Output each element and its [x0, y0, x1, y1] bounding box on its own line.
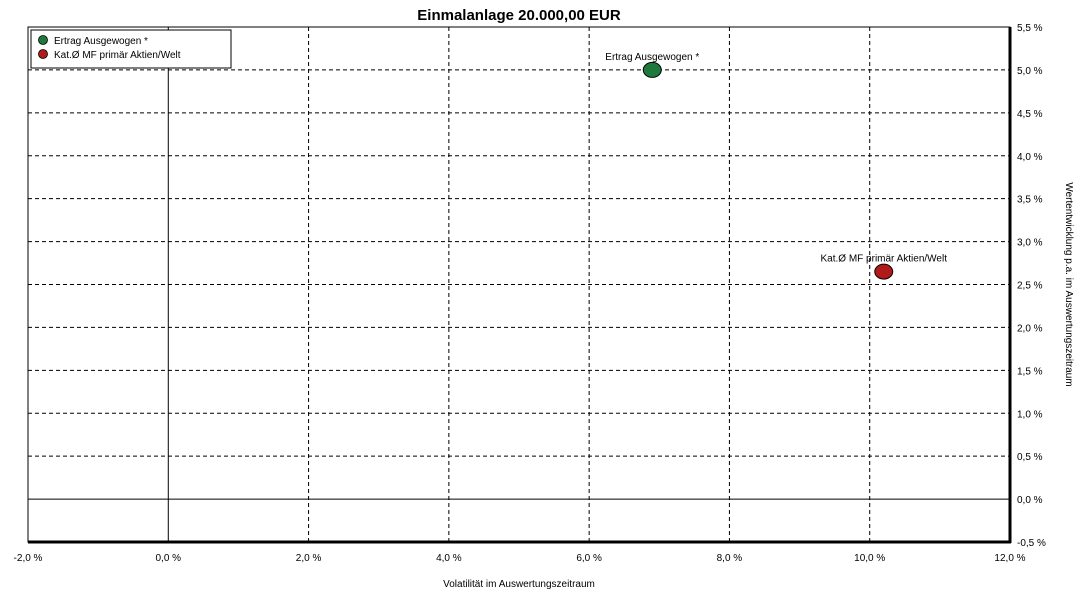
data-points: Ertrag Ausgewogen * Kat.Ø MF primär Aktie… [605, 52, 947, 280]
y-tick-label: 0,5 % [1017, 452, 1043, 463]
x-tick-label: 12,0 % [994, 553, 1025, 564]
x-tick-labels: -2,0 % 0,0 % 2,0 % 4,0 % 6,0 % 8,0 % 10,0 % 12,… [14, 553, 1026, 564]
chart-title: Einmalanlage 20.000,00 EUR [417, 7, 621, 24]
grid-lines [28, 27, 1010, 542]
y-tick-label: 0,0 % [1017, 495, 1043, 506]
y-tick-label: 5,5 % [1017, 23, 1043, 34]
y-tick-label: 1,0 % [1017, 409, 1043, 420]
x-tick-label: 4,0 % [436, 553, 462, 564]
x-tick-label: 2,0 % [296, 553, 322, 564]
x-tick-label: -2,0 % [14, 553, 43, 564]
y-tick-label: 3,5 % [1017, 195, 1043, 206]
legend-marker [38, 35, 48, 45]
legend: Ertrag Ausgewogen * Kat.Ø MF primär Aktie… [30, 29, 232, 69]
y-tick-label: 4,5 % [1017, 109, 1043, 120]
data-point-label: Ertrag Ausgewogen * [605, 52, 699, 63]
y-tick-label: 1,5 % [1017, 366, 1043, 377]
x-tick-label: 8,0 % [717, 553, 743, 564]
data-point [642, 61, 662, 78]
zero-lines [28, 27, 1010, 542]
y-tick-label: 5,0 % [1017, 66, 1043, 77]
y-tick-labels: -0,5 % 0,0 % 0,5 % 1,0 % 1,5 % 2,0 % 2,5 % 3,0 … [1017, 23, 1046, 549]
legend-entry: Ertrag Ausgewogen * [54, 36, 148, 47]
legend-marker [38, 49, 48, 59]
data-point-label: Kat.Ø MF primär Aktien/Welt [820, 254, 947, 265]
x-axis-label: Volatilität im Auswertungszeitraum [443, 579, 595, 590]
x-tick-label: 6,0 % [576, 553, 602, 564]
legend-entry: Kat.Ø MF primär Aktien/Welt [54, 50, 181, 61]
y-tick-label: 2,0 % [1017, 323, 1043, 334]
data-point [874, 263, 894, 280]
y-tick-label: -0,5 % [1017, 538, 1046, 549]
y-tick-label: 2,5 % [1017, 281, 1043, 292]
x-tick-label: 10,0 % [854, 553, 885, 564]
y-tick-label: 4,0 % [1017, 152, 1043, 163]
legend-box [30, 29, 232, 69]
y-axis-label: Wertentwicklung p.a. im Auswertungszeitr… [1063, 182, 1074, 386]
y-tick-label: 3,0 % [1017, 238, 1043, 249]
x-tick-label: 0,0 % [155, 553, 181, 564]
